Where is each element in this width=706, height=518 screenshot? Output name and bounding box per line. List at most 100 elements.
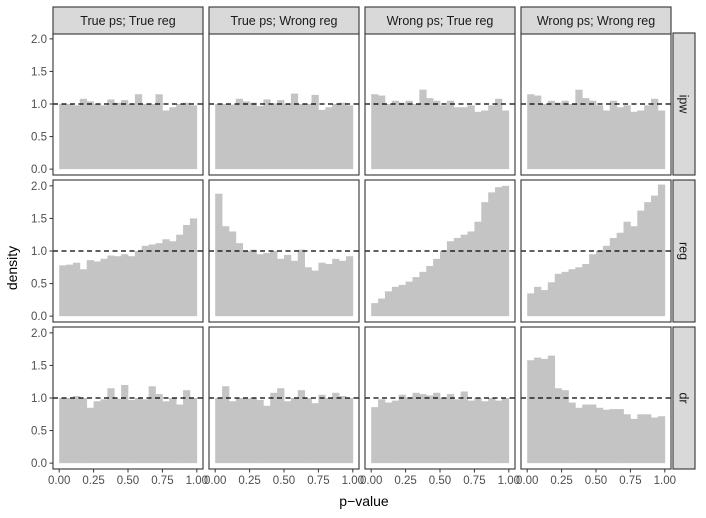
- y-tick-label: 1.0: [31, 393, 47, 405]
- histogram-bar: [121, 254, 129, 317]
- histogram-bar: [235, 243, 244, 317]
- row-strip-reg: reg: [672, 179, 696, 323]
- histogram-bar: [270, 103, 278, 170]
- strip-label: Wrong ps; Wrong reg: [537, 14, 655, 28]
- histogram-bar: [141, 104, 149, 170]
- y-tick-label: 0.0: [31, 458, 47, 470]
- histogram-bar: [318, 109, 326, 170]
- histogram-bar: [162, 401, 170, 464]
- histogram-bar: [371, 94, 379, 170]
- histogram-bar: [568, 269, 576, 317]
- histogram-bar: [297, 249, 305, 317]
- histogram-bar: [100, 258, 108, 317]
- histogram-bar: [609, 100, 617, 170]
- x-tick-label: 0.00: [204, 475, 226, 487]
- histogram-bar: [169, 398, 177, 464]
- histogram-bar: [332, 258, 340, 317]
- histogram-bar: [495, 400, 503, 464]
- x-tick-label: 1.00: [654, 475, 676, 487]
- x-axis-wrong-ps-wrong-reg: 0.00 0.25 0.50 0.75 1.00: [516, 469, 676, 487]
- histogram-bar: [371, 407, 379, 464]
- histogram-bar: [527, 293, 535, 317]
- histogram-bar: [575, 89, 583, 170]
- histogram-bar: [568, 402, 576, 464]
- histogram-bar: [155, 394, 163, 464]
- strip-background: [672, 326, 696, 470]
- histogram-bar: [623, 221, 631, 317]
- histogram-bar: [242, 251, 250, 317]
- histogram-bar: [79, 398, 88, 464]
- y-tick-label: 1.5: [31, 360, 47, 372]
- histogram-bar: [263, 252, 271, 317]
- histogram-bar: [128, 104, 136, 170]
- histogram-bar: [228, 231, 237, 317]
- histogram-bar: [325, 264, 333, 317]
- histogram-bar: [433, 392, 441, 464]
- histogram-bar: [215, 398, 223, 464]
- histogram-bar: [384, 104, 393, 170]
- histogram-bar: [419, 271, 427, 317]
- panel-wrong-ps-wrong-reg-reg: [520, 179, 672, 323]
- histogram-bar: [86, 260, 94, 317]
- x-tick-label: 0.25: [238, 475, 260, 487]
- x-tick-label: 1.00: [498, 475, 520, 487]
- histogram-bar: [534, 357, 542, 464]
- histogram-bar: [596, 251, 604, 317]
- histogram-bar: [183, 224, 191, 317]
- histogram-bar: [183, 390, 191, 464]
- histogram-bar: [169, 241, 177, 317]
- y-tick-label: 0.0: [31, 164, 47, 176]
- histogram-bar: [651, 417, 659, 464]
- histogram-bar: [318, 262, 326, 317]
- histogram-bar: [657, 184, 666, 317]
- histogram-bar: [419, 394, 427, 464]
- x-tick-label: 0.00: [48, 475, 70, 487]
- strip-label: Wrong ps; True reg: [387, 14, 494, 28]
- histogram-bar: [453, 237, 461, 317]
- histogram-bar: [290, 93, 299, 170]
- histogram-bar: [561, 271, 569, 317]
- row-strip-dr: dr: [672, 326, 696, 470]
- histogram-bar: [412, 277, 420, 317]
- panels-layer: [52, 32, 672, 470]
- histogram-bar: [249, 249, 257, 317]
- histogram-bar: [426, 265, 434, 317]
- x-tick-label: 0.50: [117, 475, 139, 487]
- x-tick-label: 1.00: [186, 475, 208, 487]
- strip-background: [520, 6, 672, 35]
- panel-wrong-ps-wrong-reg-ipw: [520, 32, 672, 176]
- histogram-bar: [378, 298, 386, 317]
- x-tick-label: 1.00: [342, 475, 364, 487]
- histogram-bar: [72, 262, 81, 317]
- histogram-bar: [148, 386, 156, 464]
- histogram-bar: [474, 111, 482, 170]
- histogram-bar: [155, 243, 163, 317]
- histogram-bar: [561, 100, 569, 170]
- y-axis-ipw: 0.0 0.5 1.0 1.5 2.0: [31, 34, 53, 176]
- histogram-bar: [134, 251, 143, 317]
- histogram-bar: [93, 104, 101, 170]
- x-tick-label: 0.75: [619, 475, 641, 487]
- histogram-bar: [453, 107, 461, 170]
- histogram-bar: [384, 402, 393, 464]
- y-tick-label: 2.0: [31, 34, 47, 46]
- histogram-bar: [297, 104, 305, 170]
- histogram-bar: [235, 398, 244, 464]
- histogram-bar: [183, 102, 191, 170]
- strip-label: dr: [677, 392, 691, 403]
- histogram-bar: [405, 397, 413, 464]
- x-tick-label: 0.75: [151, 475, 173, 487]
- histogram-bar: [657, 416, 666, 464]
- histogram-bar: [501, 110, 510, 170]
- histogram-bar: [284, 254, 292, 317]
- x-tick-label: 0.50: [429, 475, 451, 487]
- y-tick-label: 0.5: [31, 132, 47, 144]
- histogram-bar: [86, 407, 94, 464]
- histogram-bar: [277, 258, 285, 317]
- histogram-bar: [378, 399, 386, 464]
- histogram-bar: [93, 401, 101, 464]
- x-tick-label: 0.00: [516, 475, 538, 487]
- y-tick-label: 1.5: [31, 66, 47, 78]
- histogram-bar: [189, 398, 198, 464]
- column-strip-labels: True ps; True reg True ps; Wrong reg Wrong…: [52, 6, 672, 35]
